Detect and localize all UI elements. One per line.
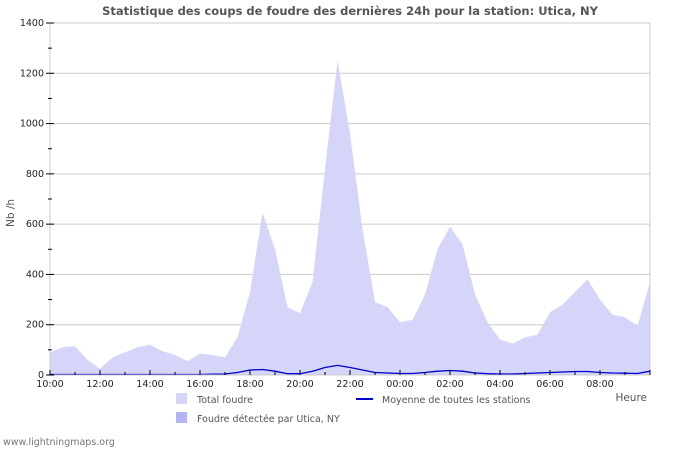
x-tick-label: 08:00 [586, 379, 613, 390]
legend-item-detected[interactable]: Foudre détectée par Utica, NY [176, 412, 340, 425]
chart-title: Statistique des coups de foudre des dern… [102, 4, 598, 18]
x-tick-label: 22:00 [336, 379, 363, 390]
x-tick-label: 10:00 [36, 379, 63, 390]
footer-credit[interactable]: www.lightningmaps.org [3, 437, 115, 448]
legend-label-average: Moyenne de toutes les stations [382, 395, 531, 406]
x-tick-labels: 10:00 12:00 14:00 16:00 18:00 20:00 22:00 00:00… [36, 379, 613, 390]
y-tick-label: 800 [26, 169, 44, 180]
x-tick-label: 00:00 [386, 379, 413, 390]
y-tick-label: 1200 [20, 68, 44, 79]
y-tick-label: 0 [38, 370, 44, 381]
legend-item-total[interactable]: Total foudre [176, 393, 253, 406]
legend-label-total: Total foudre [196, 395, 253, 406]
x-tick-label: 20:00 [286, 379, 313, 390]
x-axis-title: Heure [615, 392, 647, 404]
y-tick-labels: 0 200 400 600 800 1000 1200 1400 [20, 18, 44, 381]
legend-label-detected: Foudre détectée par Utica, NY [197, 414, 340, 425]
x-tick-label: 18:00 [236, 379, 263, 390]
x-tick-label: 12:00 [86, 379, 113, 390]
axes [46, 22, 651, 376]
y-tick-label: 400 [26, 269, 44, 280]
x-tick-label: 06:00 [536, 379, 563, 390]
legend-item-average[interactable]: Moyenne de toutes les stations [356, 395, 531, 406]
x-tick-label: 04:00 [486, 379, 513, 390]
legend-swatch-detected [176, 412, 187, 423]
y-tick-label: 600 [26, 219, 44, 230]
area-series-0 [50, 60, 650, 375]
data-areas [50, 60, 651, 376]
x-tick-label: 02:00 [436, 379, 463, 390]
x-tick-label: 16:00 [186, 379, 213, 390]
y-tick-label: 1000 [20, 119, 44, 130]
legend: Total foudre Foudre détectée par Utica, … [176, 393, 531, 425]
x-tick-label: 14:00 [136, 379, 163, 390]
y-axis-title: Nb /h [5, 199, 17, 227]
y-tick-label: 200 [26, 320, 44, 331]
y-tick-label: 1400 [20, 18, 44, 29]
legend-swatch-total [176, 393, 187, 404]
